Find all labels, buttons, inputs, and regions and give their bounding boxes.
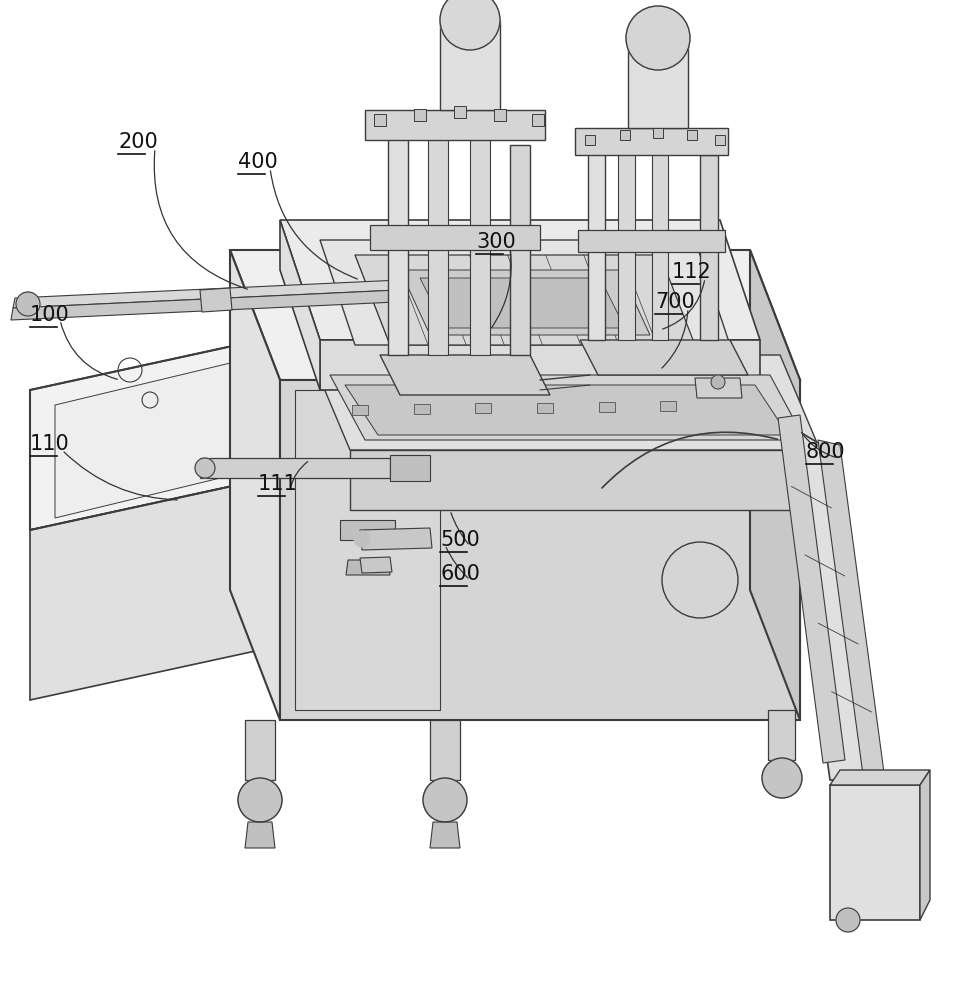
- Polygon shape: [778, 415, 845, 763]
- Polygon shape: [420, 278, 625, 328]
- Circle shape: [711, 375, 725, 389]
- Polygon shape: [320, 240, 730, 345]
- Text: 500: 500: [440, 530, 479, 550]
- Polygon shape: [585, 135, 595, 145]
- Polygon shape: [200, 458, 390, 478]
- Polygon shape: [700, 155, 718, 340]
- Polygon shape: [345, 385, 788, 435]
- Polygon shape: [355, 255, 695, 345]
- Polygon shape: [430, 822, 460, 848]
- Polygon shape: [350, 450, 820, 510]
- Text: 400: 400: [238, 152, 278, 172]
- Circle shape: [626, 6, 690, 70]
- Polygon shape: [768, 710, 795, 760]
- Text: 111: 111: [258, 474, 298, 494]
- Text: 110: 110: [30, 434, 70, 454]
- Polygon shape: [920, 770, 930, 920]
- Polygon shape: [628, 40, 688, 128]
- Polygon shape: [30, 430, 490, 700]
- Text: 112: 112: [672, 262, 712, 282]
- Polygon shape: [532, 114, 544, 126]
- Polygon shape: [780, 420, 880, 780]
- Circle shape: [762, 758, 802, 798]
- Polygon shape: [360, 528, 432, 550]
- Circle shape: [16, 292, 40, 316]
- Polygon shape: [330, 375, 805, 440]
- Polygon shape: [687, 130, 697, 140]
- Circle shape: [440, 0, 500, 50]
- Polygon shape: [618, 142, 635, 340]
- Polygon shape: [470, 138, 490, 355]
- Text: 600: 600: [440, 564, 479, 584]
- Polygon shape: [380, 355, 550, 395]
- Polygon shape: [280, 220, 320, 390]
- Polygon shape: [230, 250, 280, 720]
- Polygon shape: [414, 109, 426, 121]
- Polygon shape: [346, 560, 390, 575]
- Polygon shape: [818, 440, 885, 780]
- Polygon shape: [588, 135, 605, 340]
- Polygon shape: [652, 148, 668, 340]
- Polygon shape: [580, 340, 748, 375]
- Circle shape: [423, 778, 467, 822]
- Text: 200: 200: [118, 132, 158, 152]
- Circle shape: [238, 778, 282, 822]
- Text: 700: 700: [655, 292, 695, 312]
- Polygon shape: [400, 270, 650, 335]
- Circle shape: [354, 531, 370, 547]
- Polygon shape: [430, 720, 460, 780]
- Polygon shape: [11, 290, 398, 320]
- Polygon shape: [750, 250, 800, 720]
- Polygon shape: [620, 130, 630, 140]
- Polygon shape: [388, 120, 408, 355]
- Polygon shape: [390, 455, 430, 481]
- Circle shape: [195, 458, 215, 478]
- Polygon shape: [30, 290, 490, 530]
- Polygon shape: [476, 403, 491, 413]
- Polygon shape: [374, 114, 386, 126]
- Polygon shape: [428, 130, 448, 355]
- Polygon shape: [715, 135, 725, 145]
- Polygon shape: [653, 128, 663, 138]
- Polygon shape: [295, 390, 440, 710]
- Polygon shape: [365, 110, 545, 140]
- Polygon shape: [200, 288, 232, 312]
- Polygon shape: [13, 280, 400, 308]
- Polygon shape: [599, 402, 614, 412]
- Polygon shape: [360, 557, 392, 573]
- Polygon shape: [494, 109, 506, 121]
- Polygon shape: [537, 402, 553, 412]
- Polygon shape: [510, 145, 530, 355]
- Polygon shape: [310, 355, 820, 450]
- Polygon shape: [245, 822, 275, 848]
- Polygon shape: [830, 770, 930, 785]
- Polygon shape: [660, 401, 677, 411]
- Polygon shape: [340, 520, 395, 540]
- Polygon shape: [352, 405, 368, 415]
- Polygon shape: [230, 250, 800, 380]
- Circle shape: [836, 908, 860, 932]
- Polygon shape: [695, 378, 742, 398]
- Polygon shape: [245, 720, 275, 780]
- Text: 800: 800: [806, 442, 846, 462]
- Polygon shape: [280, 220, 760, 340]
- Text: 300: 300: [476, 232, 516, 252]
- Polygon shape: [55, 308, 460, 518]
- Polygon shape: [280, 380, 800, 720]
- Polygon shape: [320, 340, 760, 390]
- Polygon shape: [830, 785, 920, 920]
- Polygon shape: [370, 225, 540, 250]
- Polygon shape: [575, 128, 728, 155]
- Polygon shape: [454, 106, 466, 118]
- Polygon shape: [578, 230, 725, 252]
- Polygon shape: [440, 20, 500, 110]
- Text: 100: 100: [30, 305, 70, 325]
- Polygon shape: [413, 404, 430, 414]
